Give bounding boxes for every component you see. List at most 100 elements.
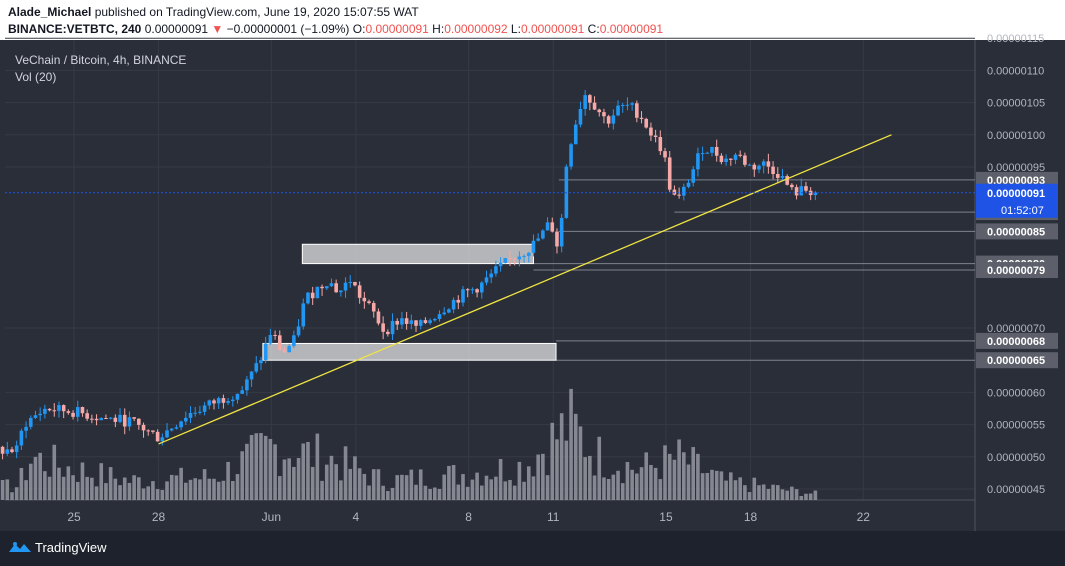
volume-bar xyxy=(277,476,282,500)
level-label: 0.00000068 xyxy=(987,336,1045,348)
candle-body xyxy=(691,169,696,183)
author-name[interactable]: Alade_Michael xyxy=(8,5,92,19)
volume-bar xyxy=(569,388,573,500)
volume-bar xyxy=(254,433,259,500)
volume-bar xyxy=(588,455,592,500)
grid xyxy=(5,37,975,500)
candle-body xyxy=(400,318,404,325)
candle-body xyxy=(630,103,634,105)
candle-body xyxy=(71,412,75,417)
candle-body xyxy=(433,318,437,321)
candle-body xyxy=(348,281,353,283)
volume-bar xyxy=(728,472,733,500)
volume-bar xyxy=(475,472,479,500)
candle-body xyxy=(588,95,592,103)
candle-body xyxy=(813,192,818,196)
volume-bar xyxy=(606,478,611,500)
volume-bar xyxy=(813,490,818,500)
volume-bar xyxy=(470,479,475,500)
volume-bar xyxy=(14,487,19,500)
low-label: L: xyxy=(507,22,521,36)
open-label: O: xyxy=(349,22,366,36)
candle-body xyxy=(541,230,545,239)
candle-body xyxy=(235,393,240,400)
candle-body xyxy=(85,413,89,419)
candle-body xyxy=(306,292,310,304)
volume-bar xyxy=(564,440,569,500)
tradingview-brand[interactable]: TradingView xyxy=(35,540,107,555)
volume-bar xyxy=(160,489,165,500)
candle-body xyxy=(747,164,752,166)
candle-body xyxy=(324,286,329,289)
volume-bar xyxy=(188,479,193,500)
volume-bar xyxy=(428,488,432,500)
candle-body xyxy=(733,154,738,160)
volume-bar xyxy=(517,461,522,500)
candle-body xyxy=(66,411,71,413)
candle-body xyxy=(343,282,348,291)
volume-bar xyxy=(503,481,508,500)
candle-body xyxy=(216,398,221,404)
volume-bar xyxy=(301,443,306,500)
volume-bar xyxy=(743,485,747,500)
candle-body xyxy=(409,320,414,324)
volume-bar xyxy=(559,413,564,500)
x-tick-label: 25 xyxy=(67,510,81,524)
volume-bar xyxy=(324,464,329,500)
volume-bar xyxy=(108,467,113,500)
open-value: 0.00000091 xyxy=(365,22,429,36)
volume-bar xyxy=(348,468,353,500)
x-tick-label: 22 xyxy=(857,510,871,524)
volume-bar xyxy=(386,491,390,500)
volume-bar xyxy=(52,444,57,500)
candle-body xyxy=(667,157,672,190)
volume-bar xyxy=(216,481,221,500)
candle-body xyxy=(207,400,212,406)
candle-body xyxy=(94,418,99,421)
volume-bar xyxy=(583,457,587,500)
volume-bar xyxy=(104,483,108,500)
candle-body xyxy=(658,137,663,152)
x-tick-label: 18 xyxy=(744,510,758,524)
volume-bar xyxy=(414,484,418,500)
candle-body xyxy=(245,379,249,391)
candle-body xyxy=(794,187,799,196)
candle-body xyxy=(226,401,230,403)
volume-bar xyxy=(611,474,616,500)
candle-body xyxy=(287,346,291,353)
volume-bar xyxy=(423,485,428,500)
volume-bar xyxy=(282,459,287,500)
candle-body xyxy=(0,446,5,454)
volume-bar xyxy=(536,454,540,500)
candle-body xyxy=(137,418,141,425)
candles xyxy=(0,90,818,460)
candle-body xyxy=(597,109,602,113)
volume-bar xyxy=(19,467,24,500)
volume-bar xyxy=(714,470,719,500)
volume-bar xyxy=(437,488,442,500)
x-tick-label: Jun xyxy=(262,510,281,524)
support-zone xyxy=(301,243,534,265)
volume-bar xyxy=(268,438,273,500)
candle-body xyxy=(559,217,564,247)
candle-body xyxy=(47,408,52,411)
volume-bar xyxy=(620,483,625,500)
volume-bar xyxy=(672,459,677,500)
volume-bar xyxy=(649,464,653,500)
volume-indicator-label[interactable]: Vol (20) xyxy=(15,70,57,84)
publish-info: published on TradingView.com, June 19, 2… xyxy=(91,5,419,19)
candle-body xyxy=(672,189,677,195)
candle-body xyxy=(38,413,42,416)
volume-bar xyxy=(804,493,808,500)
volume-bar xyxy=(705,472,710,500)
volume-bar xyxy=(353,456,357,500)
candle-body xyxy=(522,255,526,257)
candle-body xyxy=(90,418,94,420)
candle-body xyxy=(301,303,306,327)
volume-bar xyxy=(38,452,42,500)
candle-body xyxy=(188,413,193,418)
volume-bar xyxy=(484,475,489,500)
candle-body xyxy=(75,407,80,417)
tradingview-logo-icon[interactable] xyxy=(8,540,32,554)
